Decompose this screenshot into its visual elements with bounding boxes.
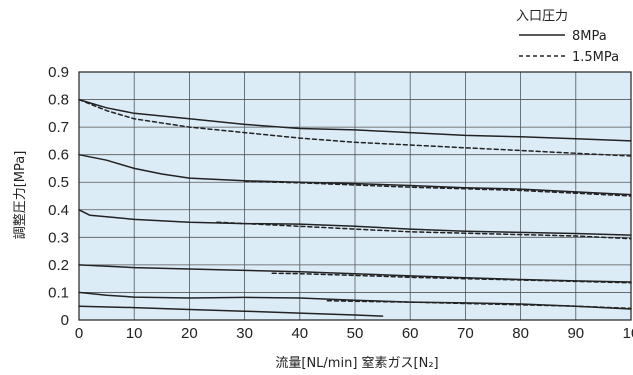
x-tick-label: 30 bbox=[236, 325, 253, 342]
x-tick-label: 10 bbox=[623, 325, 633, 342]
y-tick-label: 0.3 bbox=[48, 229, 69, 246]
y-tick-label: 0.8 bbox=[48, 92, 69, 109]
x-tick-label: 60 bbox=[402, 325, 419, 342]
x-tick-labels: 0 10 20 30 40 50 60 70 80 90 10 bbox=[75, 325, 633, 342]
legend: 入口圧力 8MPa 1.5MPa bbox=[516, 9, 619, 65]
y-tick-label: 0 bbox=[61, 312, 69, 329]
y-axis-label: 調整圧力[MPa] bbox=[13, 151, 28, 240]
series-line-3-solid bbox=[78, 153, 632, 196]
series-lines bbox=[78, 98, 632, 317]
y-tick-label: 0.4 bbox=[48, 202, 69, 219]
y-tick-labels: 0 0.1 0.2 0.3 0.4 0.5 0.6 0.7 0.8 0.9 bbox=[48, 64, 69, 329]
legend-title: 入口圧力 bbox=[516, 9, 568, 24]
x-tick-label: 20 bbox=[181, 325, 198, 342]
legend-label-1-5mpa: 1.5MPa bbox=[572, 50, 619, 65]
series-line-0-dashed bbox=[78, 98, 632, 157]
x-tick-label: 40 bbox=[291, 325, 308, 342]
y-tick-label: 0.7 bbox=[48, 119, 69, 136]
series-line-9-solid bbox=[78, 291, 632, 310]
x-tick-label: 80 bbox=[512, 325, 529, 342]
plot-frame bbox=[78, 71, 632, 321]
y-tick-label: 0.2 bbox=[48, 257, 69, 274]
x-tick-label: 90 bbox=[567, 325, 584, 342]
legend-label-8mpa: 8MPa bbox=[572, 29, 607, 44]
series-line-7-solid bbox=[78, 264, 632, 283]
y-tick-label: 0.1 bbox=[48, 284, 69, 301]
x-axis-label: 流量[NL/min] 窒素ガス[N₂] bbox=[275, 355, 438, 371]
series-line-1-solid bbox=[78, 98, 632, 142]
x-tick-label: 70 bbox=[457, 325, 474, 342]
x-tick-label: 0 bbox=[75, 325, 83, 342]
x-tick-label: 10 bbox=[126, 325, 143, 342]
y-tick-label: 0.9 bbox=[48, 64, 69, 81]
series-line-10-solid bbox=[78, 305, 384, 317]
y-tick-label: 0.6 bbox=[48, 147, 69, 164]
x-tick-label: 50 bbox=[347, 325, 364, 342]
y-tick-label: 0.5 bbox=[48, 174, 69, 191]
series-line-5-solid bbox=[78, 209, 632, 236]
